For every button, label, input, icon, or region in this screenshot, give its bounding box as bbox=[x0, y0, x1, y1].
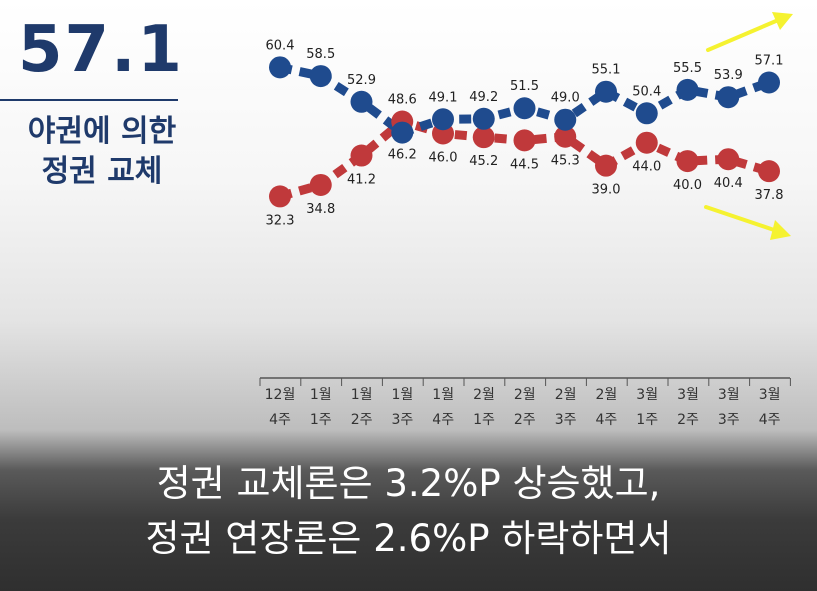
series-red-point bbox=[595, 154, 617, 177]
data-label: 55.5 bbox=[673, 61, 702, 76]
x-tick-label-month: 3월 bbox=[677, 387, 699, 403]
data-label: 49.2 bbox=[469, 90, 498, 105]
data-label: 40.4 bbox=[714, 176, 743, 191]
data-label: 46.2 bbox=[388, 148, 417, 163]
series-blue-point bbox=[472, 107, 495, 130]
subtitle-line2: 정권 연장론은 2.6%P 하락하면서 bbox=[145, 517, 672, 560]
series-blue-point bbox=[432, 108, 454, 131]
x-tick-label-month: 12월 bbox=[265, 387, 296, 403]
series-blue-point bbox=[595, 80, 617, 103]
x-tick-label-month: 1월 bbox=[432, 387, 454, 403]
x-tick-label-week: 1주 bbox=[636, 412, 658, 428]
series-red-point bbox=[717, 148, 740, 171]
x-tick-label-month: 1월 bbox=[310, 387, 332, 403]
series-red-point bbox=[513, 129, 536, 152]
data-label: 40.0 bbox=[673, 178, 702, 193]
x-tick-label-week: 2주 bbox=[351, 412, 373, 428]
series-red-point bbox=[269, 185, 291, 208]
subtitle-line1: 정권 교체론은 3.2%P 상승했고, bbox=[156, 462, 661, 505]
data-label: 51.5 bbox=[510, 79, 539, 94]
trend-down-arrow-head bbox=[770, 220, 791, 240]
x-tick-label-month: 2월 bbox=[514, 387, 536, 403]
series-blue-point bbox=[350, 90, 373, 113]
series-blue-point bbox=[269, 56, 291, 79]
x-tick-label-month: 1월 bbox=[351, 387, 373, 403]
data-label: 32.3 bbox=[266, 213, 295, 228]
data-label: 46.0 bbox=[429, 151, 458, 166]
series-blue-point bbox=[758, 71, 780, 94]
x-tick-label-week: 4주 bbox=[432, 412, 454, 428]
headline-label-line2: 정권 교체 bbox=[41, 154, 163, 189]
data-label: 39.0 bbox=[592, 183, 621, 198]
data-label: 37.8 bbox=[755, 188, 784, 203]
data-label: 57.1 bbox=[755, 54, 784, 69]
x-tick-label-week: 4주 bbox=[759, 412, 781, 428]
series-red-point bbox=[309, 173, 332, 196]
series-blue-point bbox=[717, 86, 740, 109]
data-label: 50.4 bbox=[632, 84, 661, 99]
series-red-point bbox=[554, 125, 577, 148]
data-label: 58.5 bbox=[306, 47, 335, 62]
x-tick-label-week: 4주 bbox=[596, 412, 618, 428]
x-tick-label-week: 3주 bbox=[555, 412, 577, 428]
data-label: 34.8 bbox=[306, 202, 335, 217]
x-tick-label-week: 2주 bbox=[677, 412, 699, 428]
trend-down-arrow-shaft bbox=[704, 205, 782, 234]
headline-value: 57.1 bbox=[18, 13, 184, 87]
series-blue-point bbox=[309, 65, 332, 88]
data-label: 44.5 bbox=[510, 157, 539, 172]
x-tick-label-week: 4주 bbox=[269, 412, 291, 428]
data-label: 53.9 bbox=[714, 68, 743, 83]
data-label: 45.2 bbox=[469, 154, 498, 169]
x-tick-label-week: 1주 bbox=[310, 412, 332, 428]
data-label: 55.1 bbox=[592, 63, 621, 78]
data-label: 52.9 bbox=[347, 73, 376, 88]
x-tick-label-month: 3월 bbox=[636, 387, 658, 403]
data-label: 48.6 bbox=[388, 93, 417, 108]
x-tick-label-month: 2월 bbox=[555, 387, 577, 403]
series-blue-point bbox=[554, 108, 577, 131]
series-red-point bbox=[635, 131, 658, 154]
headline-divider bbox=[0, 99, 178, 101]
data-label: 60.4 bbox=[266, 38, 295, 53]
data-label: 45.3 bbox=[551, 154, 580, 169]
series-blue-point bbox=[391, 121, 414, 144]
data-label: 44.0 bbox=[632, 160, 661, 175]
series-red-point bbox=[758, 160, 780, 183]
series-red-point bbox=[350, 144, 373, 167]
series-blue-point bbox=[635, 102, 658, 125]
series-blue-point bbox=[513, 97, 536, 120]
trend-up-arrow-shaft bbox=[706, 16, 785, 52]
x-tick-label-week: 2주 bbox=[514, 412, 536, 428]
x-tick-label-month: 1월 bbox=[392, 387, 414, 403]
series-red-point bbox=[472, 126, 495, 149]
data-label: 49.0 bbox=[551, 91, 580, 106]
headline-label: 야권에 의한 정권 교체 bbox=[12, 112, 192, 192]
x-tick-label-month: 3월 bbox=[718, 387, 740, 403]
x-tick-label-month: 2월 bbox=[596, 387, 618, 403]
x-tick-label-week: 1주 bbox=[473, 412, 495, 428]
series-red-point bbox=[676, 150, 699, 173]
trend-up-arrow-head bbox=[772, 12, 793, 30]
x-tick-label-month: 2월 bbox=[473, 387, 495, 403]
data-label: 49.1 bbox=[429, 90, 458, 105]
headline-label-line1: 야권에 의한 bbox=[27, 114, 177, 149]
series-blue-point bbox=[676, 78, 699, 101]
x-tick-label-month: 3월 bbox=[759, 387, 781, 403]
x-tick-label-week: 3주 bbox=[392, 412, 414, 428]
data-label: 41.2 bbox=[347, 173, 376, 188]
x-tick-label-week: 3주 bbox=[718, 412, 740, 428]
